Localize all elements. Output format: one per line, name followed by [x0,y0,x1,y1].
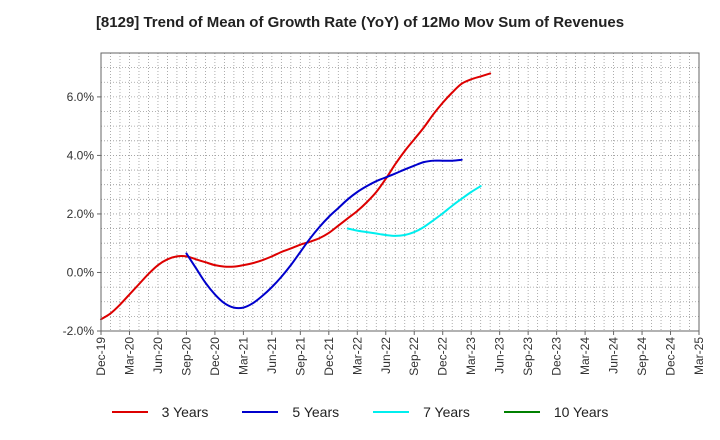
x-tick-label: Sep-20 [179,337,193,376]
y-tick-label: 2.0% [67,207,95,221]
x-tick-label: Jun-24 [607,337,621,374]
y-tick-label: -2.0% [63,324,95,338]
chart-title: [8129] Trend of Mean of Growth Rate (YoY… [95,14,625,31]
x-tick-label: Sep-23 [521,337,535,376]
legend-label: 10 Years [553,404,609,420]
legend-label: 5 Years [292,404,340,420]
plot-area [100,52,700,332]
x-tick-label: Mar-24 [578,337,592,375]
x-tick-label: Mar-20 [122,337,136,375]
legend-label: 3 Years [161,404,209,420]
legend-item-7-years: 7 Years [373,404,470,420]
x-tick-label: Dec-19 [94,337,108,376]
x-tick-label: Mar-21 [236,337,250,375]
y-tick-label: 0.0% [67,265,95,279]
x-tick-label: Dec-23 [550,337,564,376]
legend-label: 7 Years [423,404,470,420]
x-tick-label: Jun-21 [265,337,279,374]
x-tick-label: Sep-22 [407,337,421,376]
series-line-7-years [346,185,482,237]
x-tick-label: Jun-20 [151,337,165,374]
x-tick-label: Mar-23 [464,337,478,375]
legend-swatch [111,411,148,413]
x-tick-label: Sep-24 [635,337,649,376]
legend: 3 Years 5 Years 7 Years 10 Years [0,404,720,420]
y-tick-label: 4.0% [67,148,95,162]
x-tick-label: Dec-21 [322,337,336,376]
x-tick-label: Dec-24 [664,337,678,376]
x-tick-label: Jun-22 [379,337,393,374]
legend-swatch [373,411,410,413]
legend-item-10-years: 10 Years [503,404,609,420]
series-line-3-years [100,72,492,321]
legend-swatch [242,411,279,413]
series-line-5-years [185,158,463,310]
x-tick-label: Mar-22 [350,337,364,375]
x-tick-label: Dec-20 [208,337,222,376]
x-tick-label: Dec-22 [436,337,450,376]
plot-frame [100,52,700,332]
x-tick-label: Jun-23 [493,337,507,374]
legend-swatch [503,411,540,413]
y-tick-label: 6.0% [67,90,95,104]
legend-item-3-years: 3 Years [111,404,209,420]
x-tick-label: Mar-25 [692,337,706,375]
x-tick-label: Sep-21 [293,337,307,376]
legend-item-5-years: 5 Years [242,404,339,420]
